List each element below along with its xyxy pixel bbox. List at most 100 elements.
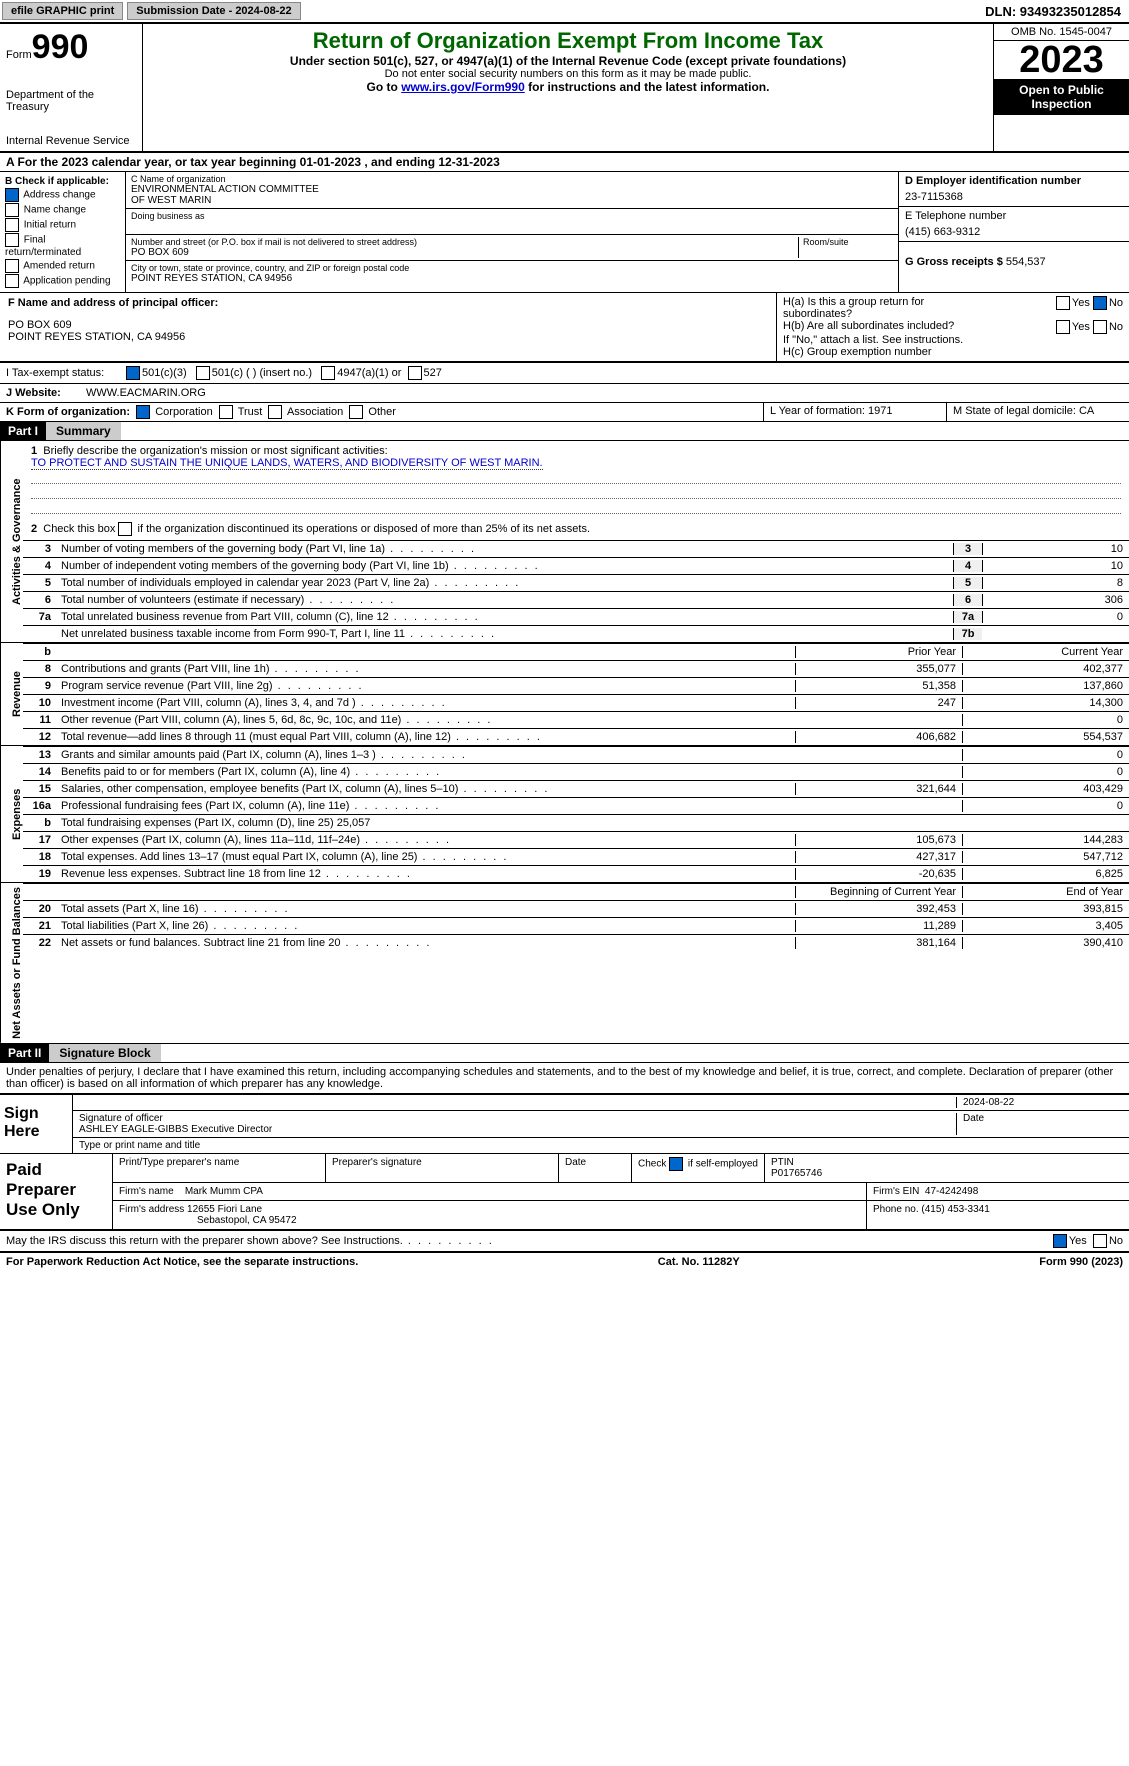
check-amended[interactable]: Amended return [5, 259, 120, 273]
dba-label: Doing business as [131, 211, 893, 221]
paperwork-notice: For Paperwork Reduction Act Notice, see … [6, 1256, 358, 1268]
room-label: Room/suite [803, 237, 893, 247]
sign-block: Sign Here 2024-08-22 Signature of office… [0, 1094, 1129, 1154]
dln: DLN: 93493235012854 [985, 4, 1127, 19]
goto: Go to www.irs.gov/Form990 for instructio… [147, 80, 989, 94]
efile-print-button[interactable]: efile GRAPHIC print [2, 2, 123, 20]
ein-label: D Employer identification number [905, 175, 1123, 187]
officer-addr1: PO BOX 609 [8, 319, 768, 331]
penalty-statement: Under penalties of perjury, I declare th… [0, 1063, 1129, 1094]
type-print-label: Type or print name and title [79, 1140, 200, 1151]
expenses-table: Expenses 13Grants and similar amounts pa… [0, 746, 1129, 883]
check-final-return[interactable]: Final return/terminated [5, 233, 120, 258]
check-self-employed[interactable] [669, 1157, 683, 1171]
firm-ein: 47-4242498 [925, 1186, 978, 1197]
sig-officer-label: Signature of officer [79, 1113, 163, 1124]
check-501c3[interactable] [126, 366, 140, 380]
phone: (415) 663-9312 [905, 222, 1123, 238]
submission-date: Submission Date - 2024-08-22 [127, 2, 300, 20]
part1-header: Part ISummary [0, 422, 1129, 441]
netassets-table: Net Assets or Fund Balances Beginning of… [0, 883, 1129, 1044]
addr: PO BOX 609 [131, 247, 798, 258]
firm-addr1: 12655 Fiori Lane [187, 1204, 262, 1215]
row-i: I Tax-exempt status: 501(c)(3) 501(c) ( … [0, 362, 1129, 384]
box-b-title: B Check if applicable: [5, 176, 120, 187]
box-b: B Check if applicable: Address change Na… [0, 172, 126, 292]
prep-sig-hdr: Preparer's signature [326, 1154, 559, 1182]
firm-addr2: Sebastopol, CA 95472 [197, 1215, 297, 1226]
bar-a: A For the 2023 calendar year, or tax yea… [0, 153, 1129, 172]
org-name2: OF WEST MARIN [131, 195, 893, 206]
state-domicile: M State of legal domicile: CA [947, 403, 1129, 421]
check-corp[interactable] [136, 405, 150, 419]
hb-yes[interactable] [1056, 320, 1070, 334]
box-c: C Name of organizationENVIRONMENTAL ACTI… [126, 172, 898, 292]
org-name: ENVIRONMENTAL ACTION COMMITTEE [131, 184, 893, 195]
check-address-change[interactable]: Address change [5, 188, 120, 202]
check-501c[interactable] [196, 366, 210, 380]
row-j: J Website: WWW.EACMARIN.ORG [0, 384, 1129, 403]
hb-note: If "No," attach a list. See instructions… [783, 334, 1123, 346]
form-ref: Form 990 (2023) [1039, 1256, 1123, 1268]
check-other[interactable] [349, 405, 363, 419]
prior-year-hdr: Prior Year [795, 646, 962, 658]
ha-label: H(a) Is this a group return for [783, 296, 924, 308]
row-klm: K Form of organization: Corporation Trus… [0, 403, 1129, 422]
addr-label: Number and street (or P.O. box if mail i… [131, 237, 798, 247]
irs-link[interactable]: www.irs.gov/Form990 [401, 80, 525, 94]
discuss-yes[interactable] [1053, 1234, 1067, 1248]
ha-no[interactable] [1093, 296, 1107, 310]
city: POINT REYES STATION, CA 94956 [131, 273, 893, 284]
tax-year: 2023 [994, 41, 1129, 79]
prep-date-hdr: Date [559, 1154, 632, 1182]
summary-table: Activities & Governance 1 Briefly descri… [0, 441, 1129, 643]
section-fh: F Name and address of principal officer:… [0, 293, 1129, 362]
irs-label: Internal Revenue Service [6, 135, 136, 147]
ha-yes[interactable] [1056, 296, 1070, 310]
side-activities: Activities & Governance [0, 441, 23, 642]
gross-receipts: 554,537 [1006, 256, 1046, 268]
sign-here-label: Sign Here [0, 1095, 73, 1153]
hc-label: H(c) Group exemption number [783, 346, 1123, 358]
form-number: 990 [32, 28, 89, 66]
date-label: Date [956, 1113, 1123, 1135]
revenue-table: Revenue bPrior YearCurrent Year 8Contrib… [0, 643, 1129, 746]
check-assoc[interactable] [268, 405, 282, 419]
check-initial-return[interactable]: Initial return [5, 218, 120, 232]
hb-no[interactable] [1093, 320, 1107, 334]
sign-date: 2024-08-22 [956, 1097, 1123, 1108]
mission-label: Briefly describe the organization's miss… [43, 445, 387, 457]
subtitle2: Do not enter social security numbers on … [147, 68, 989, 80]
check-trust[interactable] [219, 405, 233, 419]
check-4947[interactable] [321, 366, 335, 380]
check-app-pending[interactable]: Application pending [5, 274, 120, 288]
side-expenses: Expenses [0, 746, 23, 882]
hb-label: H(b) Are all subordinates included? [783, 320, 1056, 334]
side-revenue: Revenue [0, 643, 23, 745]
year-formation: L Year of formation: 1971 [764, 403, 947, 421]
check-527[interactable] [408, 366, 422, 380]
discuss-no[interactable] [1093, 1234, 1107, 1248]
end-year-hdr: End of Year [962, 886, 1129, 898]
officer-addr2: POINT REYES STATION, CA 94956 [8, 331, 768, 343]
part2-header: Part IISignature Block [0, 1044, 1129, 1063]
section-bcdefg: B Check if applicable: Address change Na… [0, 172, 1129, 293]
discuss-row: May the IRS discuss this return with the… [0, 1231, 1129, 1253]
cat-no: Cat. No. 11282Y [658, 1256, 740, 1268]
form-title: Return of Organization Exempt From Incom… [147, 28, 989, 54]
org-name-label: C Name of organization [131, 174, 893, 184]
box-deg: D Employer identification number23-71153… [898, 172, 1129, 292]
firm-phone: (415) 453-3341 [921, 1204, 989, 1215]
check-name-change[interactable]: Name change [5, 203, 120, 217]
check-discontinued[interactable] [118, 522, 132, 536]
gross-label: G Gross receipts $ [905, 256, 1003, 268]
prep-name-hdr: Print/Type preparer's name [113, 1154, 326, 1182]
dept-treasury: Department of the Treasury [6, 89, 136, 113]
ha-label2: subordinates? [783, 308, 852, 320]
ptin: P01765746 [771, 1168, 822, 1179]
phone-label: E Telephone number [905, 210, 1123, 222]
form-label: Form [6, 49, 32, 61]
open-to-public: Open to Public Inspection [994, 79, 1129, 115]
ein: 23-7115368 [905, 187, 1123, 203]
form-header: Form990 Department of the Treasury Inter… [0, 24, 1129, 153]
